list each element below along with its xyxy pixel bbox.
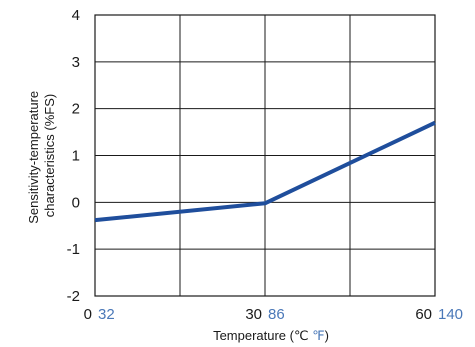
x-tick-label-celsius: 0 [84,306,92,323]
y-axis-title: Sensitivity-temperature characteristics … [26,87,57,224]
y-tick-label: 2 [72,101,80,118]
y-axis-title-line-1: Sensitivity-temperature [26,91,41,224]
x-tick-label-celsius: 30 [245,306,262,323]
x-axis-title-fahrenheit-unit: ℉ [312,328,324,343]
x-axis-title-prefix: Temperature ( [213,328,295,343]
y-tick-label: -2 [67,288,80,305]
y-tick-labels: 4 3 2 1 0 -1 -2 [67,7,80,305]
y-tick-label: 1 [72,148,80,165]
x-tick-label-fahrenheit: 140 [438,306,463,323]
x-axis-title-celsius-unit: ℃ [294,328,309,343]
series-layer [94,120,436,223]
x-axis-title-suffix: ) [325,328,329,343]
x-axis-title: Temperature (℃ ℉) [213,328,329,343]
y-tick-label: -1 [67,241,80,258]
x-tick-labels: 0 32 30 86 60 140 [84,306,463,323]
y-tick-label: 0 [72,194,80,211]
x-tick-label-celsius: 60 [415,306,432,323]
grid [94,14,436,297]
y-axis-title-line-2: characteristics (%FS) [42,94,57,218]
plot-border [94,14,436,297]
x-tick-label-fahrenheit: 86 [268,306,285,323]
y-tick-label: 4 [72,7,80,24]
x-tick-label-fahrenheit: 32 [98,306,115,323]
y-tick-label: 3 [72,54,80,71]
